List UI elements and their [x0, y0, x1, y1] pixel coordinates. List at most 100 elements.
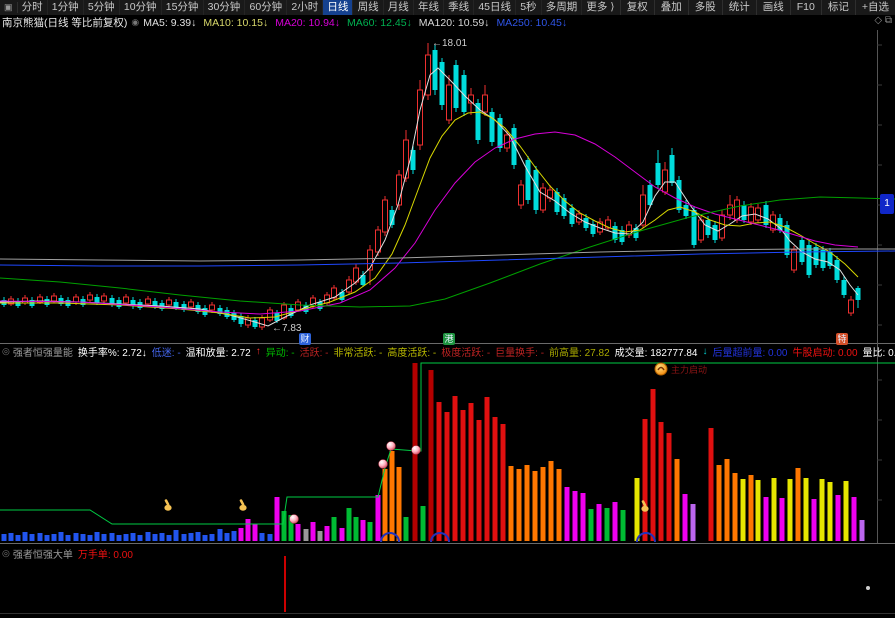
candle-down	[173, 302, 179, 308]
menu-item-14[interactable]: 5秒	[515, 0, 541, 15]
panel-dot-icon[interactable]: ◎	[2, 346, 10, 356]
candle-down	[799, 240, 805, 262]
candle-up	[166, 299, 172, 306]
menu-item-4[interactable]: 15分钟	[160, 0, 203, 15]
menu-item-6[interactable]: 60分钟	[244, 0, 286, 15]
indicator-segment-0: 强者恒强大单	[12, 550, 73, 560]
indicator-segment-10: 巨量换手: -	[495, 348, 545, 358]
candle-down	[669, 155, 675, 183]
indicator-segment-9: 极度活跃: -	[441, 348, 491, 358]
candle-down	[683, 205, 689, 216]
tool-item-0[interactable]: 复权	[619, 0, 654, 15]
candle-down	[561, 198, 567, 216]
volume-bar	[682, 494, 688, 541]
menu-item-10[interactable]: 月线	[382, 0, 413, 15]
candle-down	[569, 208, 575, 224]
event-tag-0[interactable]: 财	[299, 333, 311, 345]
menu-item-3[interactable]: 10分钟	[118, 0, 161, 15]
volume-bar	[245, 519, 251, 541]
menu-item-15[interactable]: 多周期	[540, 0, 582, 15]
candle-down	[827, 252, 833, 266]
tool-item-5[interactable]: F10	[789, 0, 821, 15]
volume-bar	[819, 479, 825, 541]
volume-bar	[564, 487, 570, 541]
volume-bar	[674, 459, 680, 541]
panel-dot-icon[interactable]: ◎	[2, 548, 10, 558]
candle-down	[841, 280, 847, 295]
tool-item-6[interactable]: 标记	[820, 0, 855, 15]
candle-down	[813, 247, 819, 265]
candle-up	[51, 295, 57, 302]
hand-icon	[641, 500, 649, 512]
volume-bar	[556, 469, 562, 541]
volume-bar	[690, 504, 696, 541]
menu-item-9[interactable]: 周线	[352, 0, 382, 15]
signal-ball	[378, 459, 388, 469]
bigorder-indicator-header[interactable]: ◎ 强者恒强大单 万手单: 0.00	[0, 547, 895, 560]
menu-item-12[interactable]: 季线	[443, 0, 473, 15]
menu-item-8[interactable]: 日线	[322, 0, 353, 15]
volume-bar	[1, 534, 7, 541]
candle-down	[130, 300, 136, 306]
candle-up	[640, 194, 646, 226]
candle-down	[217, 308, 223, 314]
event-tag-2[interactable]: 特	[836, 333, 848, 345]
menu-item-5[interactable]: 30分钟	[202, 0, 245, 15]
menu-item-13[interactable]: 45日线	[473, 0, 515, 15]
volume-bar	[612, 502, 618, 541]
volume-bar	[740, 479, 746, 541]
volume-bar	[8, 533, 14, 541]
volume-bar	[217, 529, 223, 541]
menu-item-7[interactable]: 2小时	[286, 0, 322, 15]
candle-down	[655, 163, 661, 185]
menu-item-0[interactable]: 分时	[21, 1, 43, 13]
candle-down	[252, 320, 258, 327]
volume-bar	[159, 533, 165, 541]
volume-bar	[238, 528, 244, 541]
chart-tool-icons[interactable]: ◇ ⧉	[874, 15, 892, 26]
tool-item-1[interactable]: 叠加	[653, 0, 688, 15]
ma-value-1: MA10: 10.15↓	[203, 16, 269, 29]
volume-bar	[382, 469, 388, 541]
volume-bar	[795, 468, 801, 541]
indicator-dot-icon[interactable]: ◉	[131, 17, 140, 27]
menu-item-2[interactable]: 5分钟	[82, 0, 119, 15]
volume-bar	[779, 498, 785, 541]
volume-bar	[15, 535, 21, 541]
volume-bar	[188, 533, 194, 541]
ma-line-ma120	[0, 248, 895, 262]
ma-value-4: MA120: 10.59↓	[418, 16, 490, 29]
menu-item-1[interactable]: 1分钟	[46, 0, 83, 15]
volume-bar	[843, 481, 849, 541]
candle-up	[446, 84, 452, 121]
window-icon[interactable]: ▣	[0, 2, 18, 13]
candle-down	[410, 150, 416, 170]
candle-down	[777, 218, 783, 230]
volume-bar	[604, 508, 610, 541]
volume-indicator-header[interactable]: ◎ 强者恒强量能 换手率%: 2.72↓ 低迷: - 温和放量: 2.72 ↑ 异动: -…	[0, 345, 895, 358]
volume-bar	[281, 511, 287, 541]
volume-bar	[572, 491, 578, 541]
volume-bar	[259, 533, 265, 541]
menu-item-16[interactable]: 更多 ⟩	[581, 0, 618, 15]
right-axis-tag[interactable]: 1	[880, 194, 894, 214]
candle-up	[367, 249, 373, 271]
tool-item-7[interactable]: +自选	[854, 0, 895, 15]
tool-item-3[interactable]: 统计	[721, 0, 756, 15]
volume-bar	[548, 461, 554, 541]
event-tag-1[interactable]: 港	[443, 333, 455, 345]
volume-bar	[360, 520, 366, 541]
candle-up	[295, 301, 301, 311]
prev-high-volume-line	[0, 362, 895, 525]
ma-line-ma250	[0, 250, 895, 267]
indicator-segment-2: 低迷: -	[151, 348, 181, 358]
menu-item-11[interactable]: 年线	[412, 0, 443, 15]
tool-item-4[interactable]: 画线	[755, 0, 790, 15]
candle-down	[224, 310, 230, 317]
candle-up	[791, 249, 797, 271]
volume-bar	[44, 535, 50, 541]
arc-marker	[636, 532, 656, 543]
tool-item-2[interactable]: 多股	[687, 0, 722, 15]
